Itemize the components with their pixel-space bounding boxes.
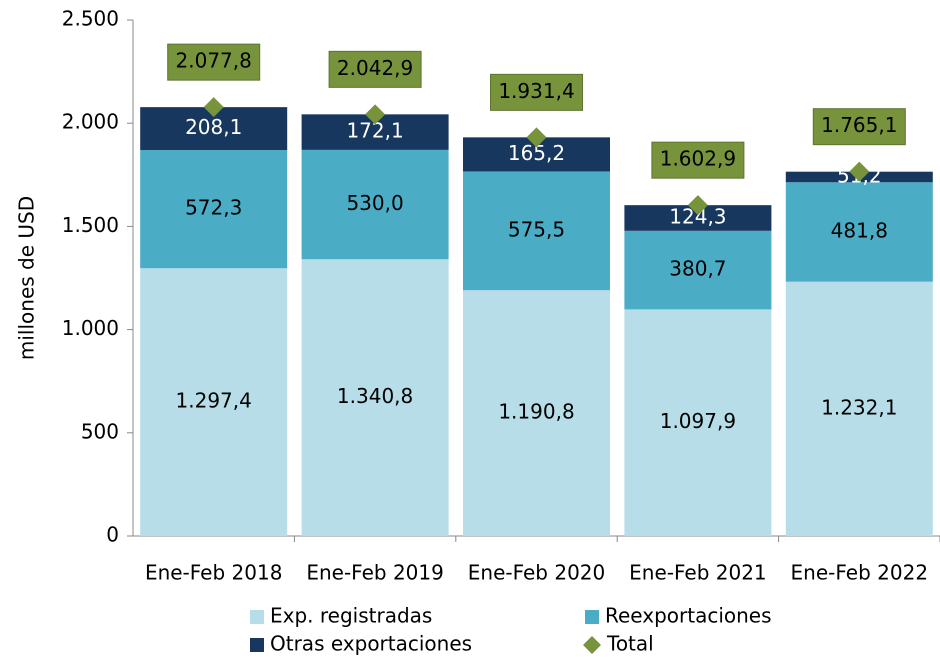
y-tick-label: 0	[106, 523, 119, 547]
bar-segment	[140, 150, 288, 269]
total-label: 1.765,1	[821, 113, 897, 137]
data-label: 1.232,1	[821, 395, 897, 419]
y-tick-label: 2.000	[62, 110, 119, 134]
x-tick-label: Ene-Feb 2020	[468, 561, 606, 585]
total-label-box	[812, 108, 906, 146]
bar-segment	[785, 281, 933, 536]
data-label: 575,5	[508, 217, 565, 241]
data-label: 481,8	[831, 218, 888, 242]
total-marker	[203, 97, 224, 118]
total-label: 1.931,4	[498, 79, 574, 103]
data-label: 208,1	[185, 115, 242, 139]
total-label: 2.077,8	[176, 49, 252, 73]
y-tick-label: 500	[81, 419, 119, 443]
x-tick-label: Ene-Feb 2019	[306, 561, 444, 585]
legend-swatch	[250, 638, 264, 652]
bar-segment	[624, 309, 772, 536]
x-tick-label: Ene-Feb 2018	[145, 561, 283, 585]
total-marker	[849, 161, 870, 182]
y-tick-label: 2.500	[62, 7, 119, 31]
legend-swatch	[250, 610, 264, 624]
x-tick-label: Ene-Feb 2022	[791, 561, 929, 585]
legend-label: Reexportaciones	[605, 604, 772, 628]
data-label: 1.297,4	[176, 389, 252, 413]
data-label: 1.190,8	[498, 400, 574, 424]
x-tick-label: Ene-Feb 2021	[629, 561, 767, 585]
total-marker	[365, 104, 386, 125]
bar-segment	[463, 171, 610, 291]
total-label-box	[490, 73, 583, 111]
bar-segment	[785, 182, 933, 282]
bar-segment	[301, 149, 449, 260]
bar-segment	[463, 290, 610, 536]
y-tick-label: 1.500	[62, 213, 119, 237]
legend-swatch	[583, 636, 601, 654]
legend-label: Exp. registradas	[270, 604, 432, 628]
total-label-box	[167, 43, 261, 81]
data-label: 572,3	[185, 196, 242, 220]
y-tick-label: 1.000	[62, 316, 119, 340]
total-label-box	[328, 50, 422, 88]
bar-segment	[301, 259, 449, 536]
total-label: 2.042,9	[337, 56, 413, 80]
total-label: 1.602,9	[660, 147, 736, 171]
bar-segment	[140, 268, 288, 536]
total-marker	[687, 195, 708, 216]
data-label: 1.340,8	[337, 384, 413, 408]
y-axis-label: millones de USD	[15, 196, 39, 360]
bar-segment	[624, 230, 772, 310]
total-label-box	[651, 141, 745, 179]
legend-label: Otras exportaciones	[270, 632, 472, 656]
data-label: 1.097,9	[660, 409, 736, 433]
legend-label: Total	[606, 632, 654, 656]
data-label: 380,7	[669, 257, 726, 281]
total-marker	[526, 127, 547, 148]
data-label: 530,0	[346, 191, 403, 215]
legend-swatch	[585, 610, 599, 624]
